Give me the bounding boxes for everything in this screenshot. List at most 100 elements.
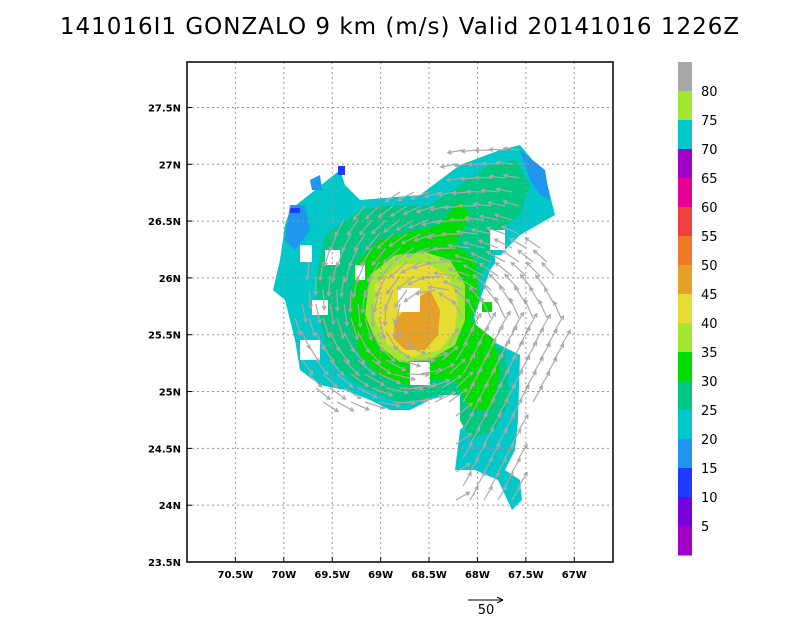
wind-vector-head (538, 385, 543, 391)
wind-vector-head (348, 383, 354, 388)
colorbar-swatch (678, 294, 692, 324)
wind-vector-head (452, 299, 457, 305)
wind-vector-head (523, 298, 529, 304)
wind-vector (448, 358, 466, 375)
wind-vector-head (477, 339, 482, 345)
wind-vector-head (302, 317, 308, 323)
colorbar-swatch (678, 468, 692, 498)
wind-vector (469, 486, 479, 501)
wind-vector-head (553, 328, 558, 334)
wind-vector-head (491, 367, 496, 373)
wind-vector-head (349, 407, 355, 412)
wind-vector-head (533, 312, 538, 318)
wind-vector (462, 412, 474, 431)
wind-vector-head (432, 246, 438, 251)
wind-vector-head (346, 231, 352, 237)
wind-vector-head (357, 322, 363, 328)
wind-vector (494, 238, 513, 249)
wind-vector-head (559, 343, 564, 349)
wind-vector (353, 233, 366, 251)
wind-vector-head (512, 325, 518, 331)
wind-vector-head (380, 381, 386, 386)
wind-vector-head (519, 273, 525, 279)
wind-vector-head (467, 471, 472, 477)
wind-vector (518, 414, 529, 431)
x-tick-label: 68.5W (411, 570, 447, 581)
colorbar-swatch (678, 323, 692, 353)
wind-vector-head (370, 370, 376, 376)
wind-vector (448, 244, 471, 249)
wind-vector-head (566, 329, 571, 335)
wind-vectors (294, 146, 571, 501)
wind-vector-head (488, 174, 494, 180)
wind-vector-head (334, 407, 340, 413)
wind-vector (504, 443, 514, 459)
wind-vector (378, 317, 386, 339)
wind-vector-head (501, 225, 507, 231)
wind-vector (483, 457, 493, 473)
wind-vector (518, 385, 530, 403)
wind-vector (446, 177, 464, 181)
wind-vector (377, 205, 394, 219)
wind-vector (352, 275, 359, 298)
wind-vector (496, 188, 513, 193)
wind-vector (364, 317, 373, 340)
wind-vector (336, 247, 345, 267)
wind-vector (456, 230, 478, 235)
colorbar-label: 55 (701, 230, 718, 245)
wind-vector (526, 262, 541, 277)
colorbar-swatch (678, 91, 692, 121)
wind-vector-head (488, 485, 493, 491)
wind-vector (517, 249, 534, 263)
wind-vector-head (440, 231, 446, 237)
y-tick-label: 24.5N (148, 444, 181, 455)
wind-vector (511, 312, 524, 333)
wind-vector-head (485, 251, 491, 256)
wind-vector (343, 387, 362, 399)
wind-vector-head (490, 397, 495, 403)
wind-vector (414, 233, 436, 242)
wind-vector-head (426, 234, 432, 240)
wind-vector-head (463, 388, 469, 393)
wind-vector (329, 233, 338, 251)
wind-vector-head (386, 369, 392, 375)
wind-vector (396, 219, 415, 231)
wind-vector-head (419, 386, 425, 392)
wind-vector-head (425, 260, 431, 266)
wind-vector-head (506, 310, 511, 316)
x-tick-label: 69W (368, 570, 393, 581)
wind-vector-head (360, 308, 366, 315)
wind-vector-head (341, 246, 346, 252)
wind-vector (455, 463, 471, 473)
wind-vector (427, 352, 448, 361)
colorbar-swatch (678, 381, 692, 411)
wind-vector (353, 205, 366, 220)
colorbar: 80 75 70 65 60 55 50 45 40 35 30 25 20 15 10 5 (678, 62, 718, 556)
wind-vector (511, 429, 522, 445)
wind-vector (373, 289, 380, 312)
wind-vector (349, 289, 352, 312)
wind-vector-head (325, 333, 331, 339)
wind-vector (324, 247, 331, 266)
wind-vector (357, 387, 378, 398)
wind-vector-head (438, 292, 444, 297)
wind-vector (322, 289, 325, 310)
wind-field (273, 145, 555, 510)
wind-vector (490, 413, 502, 431)
wind-vector-head (509, 442, 514, 449)
wind-vector-head (498, 353, 504, 359)
wind-vector-head (365, 245, 370, 251)
colorbar-label: 50 (701, 259, 718, 274)
wind-vector-head (478, 214, 484, 220)
wind-vector-head (498, 284, 504, 290)
wind-vector (378, 401, 400, 407)
wind-vector (497, 398, 509, 417)
wind-vector (471, 228, 492, 235)
wind-vector-head (468, 371, 474, 376)
wind-vector (469, 286, 485, 305)
chart-title: 141016I1 GONZALO 9 km (m/s) Valid 201410… (59, 14, 741, 40)
wind-vector-head (407, 280, 413, 286)
wind-vector-head (508, 237, 515, 243)
wind-vector-head (470, 227, 476, 233)
wind-vector (399, 387, 424, 390)
